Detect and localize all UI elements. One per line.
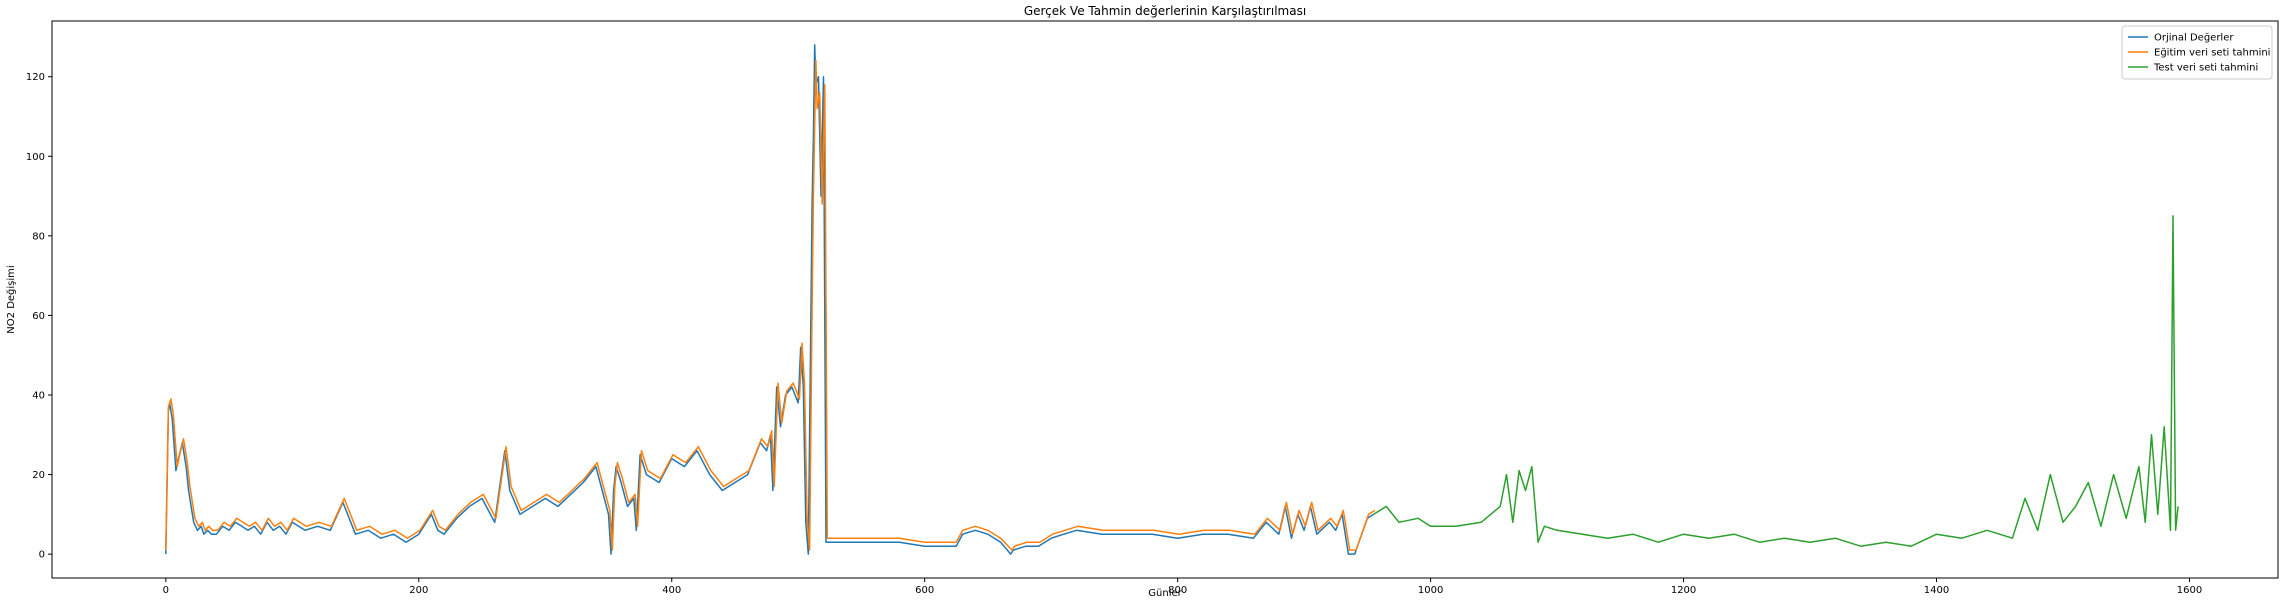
axes-frame [51, 20, 2279, 579]
y-axis-ticks: 0 20 40 60 80 100 120 [26, 72, 52, 561]
y-tick-label: 40 [32, 390, 45, 401]
x-tick-label: 0 [163, 585, 169, 596]
x-tick-label: 1200 [1671, 585, 1696, 596]
y-tick-label: 120 [26, 72, 45, 83]
x-tick-label: 1600 [2177, 585, 2202, 596]
legend: Orjinal Değerler Eğitim veri seti tahmini… [2121, 25, 2273, 80]
x-tick-label: 800 [1168, 585, 1187, 596]
y-tick-label: 60 [32, 311, 45, 322]
legend-box [2121, 25, 2273, 80]
legend-label-3: Test veri seti tahmini [2153, 63, 2258, 74]
series-line-1 [165, 44, 1375, 555]
x-axis-ticks: 0 200 400 600 800 1000 1200 1400 1600 [163, 578, 2202, 596]
x-tick-label: 1400 [1924, 585, 1949, 596]
y-axis-label: NO2 Değişimi [5, 265, 17, 333]
x-axis-label: Günler [1148, 588, 1182, 599]
legend-label-1: Orjinal Değerler [2154, 32, 2234, 44]
x-tick-label: 400 [662, 585, 681, 596]
series-layer [165, 44, 2179, 555]
y-tick-label: 80 [32, 231, 45, 242]
legend-label-2: Eğitim veri seti tahmini [2154, 47, 2270, 59]
y-tick-label: 0 [39, 550, 45, 561]
series-line-3 [1373, 215, 2179, 547]
chart-title: Gerçek Ve Tahmin değerlerinin Karşılaştı… [1024, 4, 1306, 18]
series-line-2 [165, 60, 1376, 551]
x-tick-label: 600 [915, 585, 934, 596]
x-tick-label: 200 [409, 585, 428, 596]
y-tick-label: 100 [26, 152, 45, 163]
x-tick-label: 1000 [1418, 585, 1443, 596]
y-tick-label: 20 [32, 470, 45, 481]
